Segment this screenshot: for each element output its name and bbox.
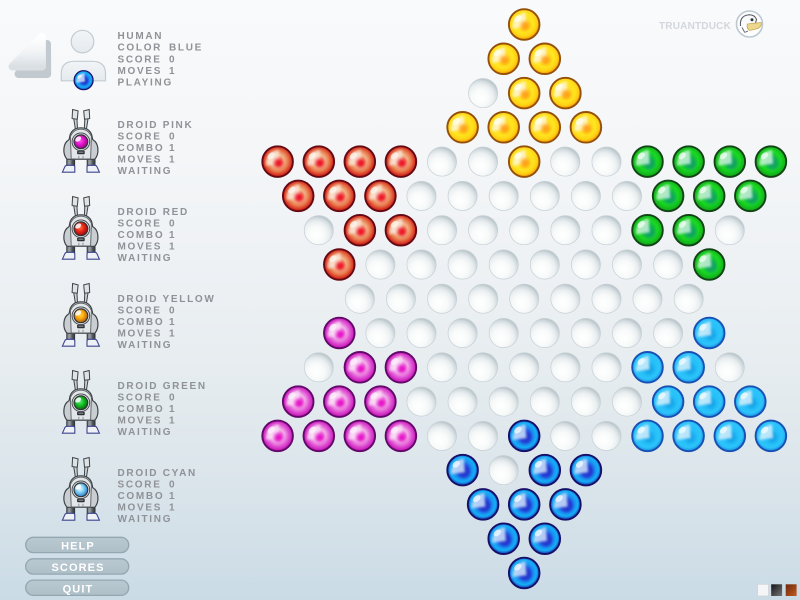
svg-text:WAITING: WAITING <box>118 253 173 264</box>
svg-text:MOVES: MOVES <box>118 66 163 77</box>
svg-text:1: 1 <box>169 503 176 514</box>
svg-text:PLAYING: PLAYING <box>118 77 173 88</box>
svg-text:0: 0 <box>169 54 176 65</box>
svg-text:1: 1 <box>169 230 176 241</box>
svg-text:1: 1 <box>169 317 176 328</box>
svg-text:1: 1 <box>169 416 176 427</box>
svg-text:MOVES: MOVES <box>118 503 163 514</box>
svg-text:SCORES: SCORES <box>51 562 104 574</box>
svg-text:TRUANTDUCK: TRUANTDUCK <box>659 21 732 32</box>
svg-text:WAITING: WAITING <box>118 340 173 351</box>
svg-text:QUIT: QUIT <box>63 583 94 595</box>
svg-text:COMBO: COMBO <box>118 143 165 154</box>
svg-text:WAITING: WAITING <box>118 166 173 177</box>
svg-text:WAITING: WAITING <box>118 514 173 525</box>
svg-text:1: 1 <box>169 66 176 77</box>
svg-text:0: 0 <box>169 306 176 317</box>
svg-text:HELP: HELP <box>61 541 95 553</box>
svg-text:1: 1 <box>169 404 176 415</box>
svg-text:DROID GREEN: DROID GREEN <box>118 381 207 392</box>
svg-text:COMBO: COMBO <box>118 404 165 415</box>
svg-text:1: 1 <box>169 329 176 340</box>
svg-text:HUMAN: HUMAN <box>118 31 164 42</box>
svg-text:COMBO: COMBO <box>118 317 165 328</box>
svg-text:MOVES: MOVES <box>118 416 163 427</box>
svg-text:1: 1 <box>169 143 176 154</box>
svg-text:MOVES: MOVES <box>118 155 163 166</box>
svg-text:MOVES: MOVES <box>118 329 163 340</box>
svg-text:COLOR: COLOR <box>118 43 163 54</box>
svg-text:COMBO: COMBO <box>118 491 165 502</box>
svg-text:SCORE: SCORE <box>118 393 162 404</box>
svg-text:SCORE: SCORE <box>118 480 162 491</box>
svg-text:0: 0 <box>169 480 176 491</box>
svg-text:COMBO: COMBO <box>118 230 165 241</box>
svg-text:1: 1 <box>169 242 176 253</box>
svg-text:DROID CYAN: DROID CYAN <box>118 468 197 479</box>
svg-text:DROID PINK: DROID PINK <box>118 120 194 131</box>
svg-text:DROID RED: DROID RED <box>118 207 189 218</box>
svg-text:SCORE: SCORE <box>118 219 162 230</box>
svg-text:BLUE: BLUE <box>169 43 203 54</box>
svg-text:SCORE: SCORE <box>118 54 162 65</box>
svg-text:1: 1 <box>169 155 176 166</box>
svg-text:1: 1 <box>169 491 176 502</box>
svg-text:DROID YELLOW: DROID YELLOW <box>118 294 216 305</box>
svg-text:0: 0 <box>169 393 176 404</box>
svg-text:SCORE: SCORE <box>118 306 162 317</box>
svg-text:0: 0 <box>169 132 176 143</box>
svg-text:SCORE: SCORE <box>118 132 162 143</box>
svg-text:0: 0 <box>169 219 176 230</box>
svg-text:WAITING: WAITING <box>118 427 173 438</box>
svg-text:MOVES: MOVES <box>118 242 163 253</box>
